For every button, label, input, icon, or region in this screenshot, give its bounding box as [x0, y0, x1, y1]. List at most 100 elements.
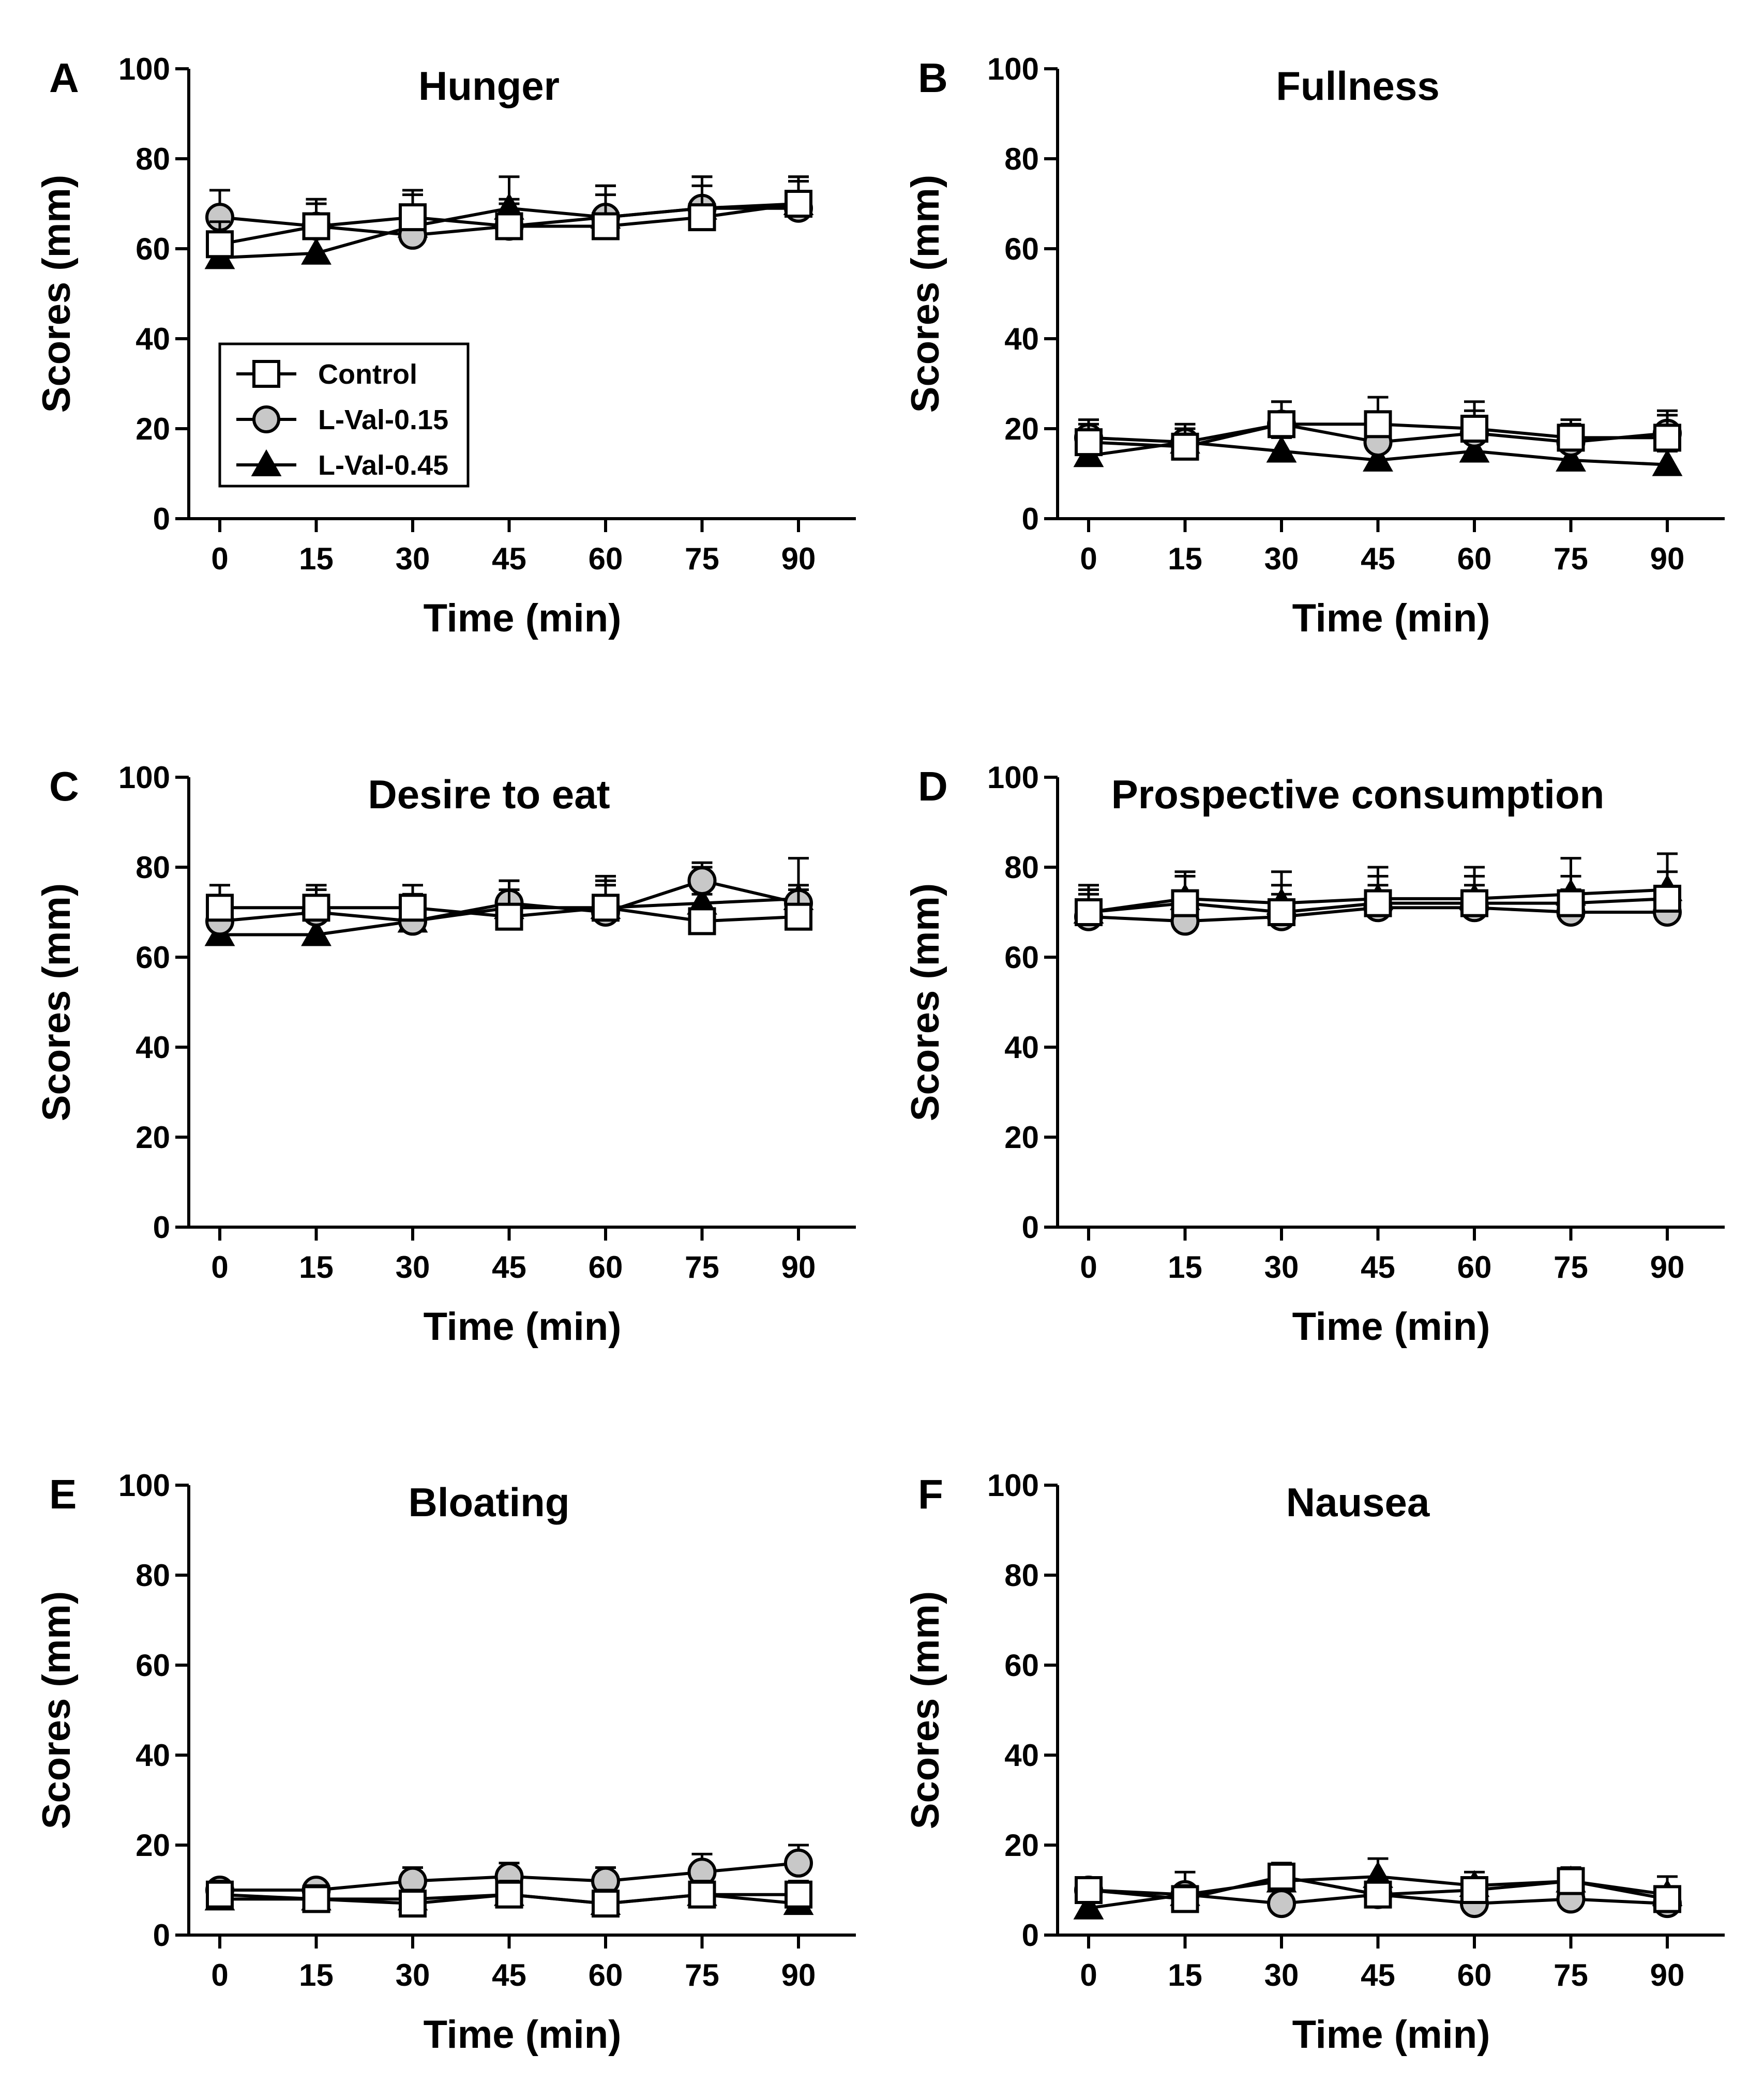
- data-point: [495, 1880, 523, 1909]
- x-tick-label: 0: [1080, 1958, 1097, 1992]
- data-point: [1557, 1867, 1585, 1895]
- x-tick-label: 0: [1080, 1250, 1097, 1285]
- panel-letter: F: [918, 1471, 943, 1517]
- data-point: [688, 203, 716, 232]
- series-control: [206, 180, 812, 259]
- data-point: [301, 237, 331, 265]
- y-tick-label: 40: [1004, 1030, 1039, 1065]
- data-point: [1556, 444, 1586, 472]
- data-point: [592, 212, 620, 240]
- data-point: [206, 1880, 234, 1909]
- panel-f: F Nausea 0 20 40 60 80 100 0 15 30 45 60 75 90 Time (mi…: [903, 1468, 1725, 2057]
- data-point: [1652, 449, 1683, 476]
- data-point: [1364, 410, 1392, 439]
- panel-a: A Hunger 0 20 40 60 80 100 0 15 30 45 60 75 90 Time (mi…: [35, 52, 856, 640]
- x-tick-label: 60: [1457, 1250, 1492, 1285]
- x-tick-label: 30: [1264, 1250, 1299, 1285]
- data-point: [1557, 424, 1585, 452]
- data-point: [687, 866, 717, 896]
- y-tick-label: 60: [135, 1648, 170, 1683]
- x-axis-label: Time (min): [424, 596, 622, 640]
- data-point: [1363, 444, 1393, 472]
- data-point: [1460, 415, 1488, 443]
- y-tick-label: 80: [135, 850, 170, 885]
- data-point: [495, 902, 523, 931]
- panel-title: Fullness: [1276, 63, 1439, 109]
- data-point: [785, 190, 812, 218]
- data-point: [302, 1885, 330, 1913]
- x-tick-label: 45: [1361, 1250, 1395, 1285]
- x-tick-label: 30: [396, 1250, 430, 1285]
- y-tick-label: 0: [153, 1210, 170, 1245]
- series-control: [1075, 870, 1681, 926]
- y-tick-label: 20: [135, 1120, 170, 1155]
- data-point: [1459, 435, 1490, 463]
- x-tick-label: 30: [1264, 1958, 1299, 1992]
- panel-letter: B: [918, 55, 948, 101]
- data-point: [206, 230, 234, 259]
- x-axis-label: Time (min): [1292, 596, 1490, 640]
- data-point: [1460, 889, 1488, 917]
- x-tick-label: 15: [299, 1250, 334, 1285]
- data-point: [1171, 889, 1199, 917]
- data-point: [1073, 1892, 1104, 1920]
- data-point: [206, 894, 234, 922]
- y-tick-label: 20: [1004, 1828, 1039, 1863]
- data-point: [1364, 1880, 1392, 1909]
- x-tick-label: 15: [1168, 541, 1202, 576]
- x-tick-label: 75: [685, 1958, 719, 1992]
- data-point: [1557, 889, 1585, 917]
- data-point: [688, 1880, 716, 1909]
- y-tick-label: 80: [1004, 142, 1039, 176]
- data-point: [1075, 1876, 1103, 1904]
- y-tick-label: 40: [135, 1030, 170, 1065]
- y-tick-label: 0: [1022, 502, 1039, 536]
- data-point: [1653, 424, 1681, 452]
- panel-b: B Fullness 0 20 40 60 80 100 0 15 30 45 60 75 90 Time (…: [903, 52, 1725, 640]
- y-tick-label: 40: [135, 322, 170, 356]
- x-tick-label: 60: [1457, 1958, 1492, 1992]
- y-tick-label: 100: [987, 760, 1039, 795]
- x-tick-label: 15: [1168, 1250, 1202, 1285]
- x-axis-label: Time (min): [424, 1305, 622, 1349]
- y-axis-label: Scores (mm): [35, 175, 79, 413]
- x-tick-label: 90: [781, 541, 816, 576]
- data-point: [302, 894, 330, 922]
- y-tick-label: 100: [118, 760, 170, 795]
- x-tick-label: 0: [211, 1958, 228, 1992]
- data-point: [1268, 898, 1295, 926]
- data-point: [399, 894, 427, 922]
- x-tick-label: 75: [685, 1250, 719, 1285]
- legend-label: L-Val-0.15: [318, 404, 448, 435]
- x-tick-label: 60: [589, 541, 623, 576]
- data-point: [688, 907, 716, 935]
- x-tick-label: 60: [589, 1250, 623, 1285]
- y-tick-label: 80: [135, 1558, 170, 1593]
- x-tick-label: 0: [211, 541, 228, 576]
- data-point: [1171, 1885, 1199, 1913]
- y-axis-label: Scores (mm): [903, 883, 947, 1121]
- panel-letter: A: [49, 55, 79, 101]
- legend-marker: [251, 449, 282, 476]
- x-tick-label: 90: [1650, 1958, 1685, 1992]
- data-point: [785, 902, 812, 931]
- x-tick-label: 45: [492, 541, 526, 576]
- x-tick-label: 0: [1080, 541, 1097, 576]
- x-tick-label: 90: [781, 1250, 816, 1285]
- x-tick-label: 90: [1650, 1250, 1685, 1285]
- data-point: [1653, 884, 1681, 913]
- y-tick-label: 60: [1004, 1648, 1039, 1683]
- legend-label: L-Val-0.45: [318, 450, 448, 481]
- panel-letter: E: [49, 1471, 77, 1517]
- panel-title: Hunger: [418, 63, 560, 109]
- y-tick-label: 0: [1022, 1210, 1039, 1245]
- x-tick-label: 75: [1554, 1250, 1588, 1285]
- y-tick-label: 80: [1004, 1558, 1039, 1593]
- x-tick-label: 30: [396, 1958, 430, 1992]
- panel-d: D Prospective consumption 0 20 40 60 80 100 0 15 3…: [903, 760, 1725, 1349]
- y-tick-label: 40: [135, 1738, 170, 1773]
- panel-c: C Desire to eat 0 20 40 60 80 100 0 15 30 45 60 75 90 T…: [35, 760, 856, 1349]
- data-point: [784, 1848, 813, 1878]
- x-tick-label: 75: [1554, 1958, 1588, 1992]
